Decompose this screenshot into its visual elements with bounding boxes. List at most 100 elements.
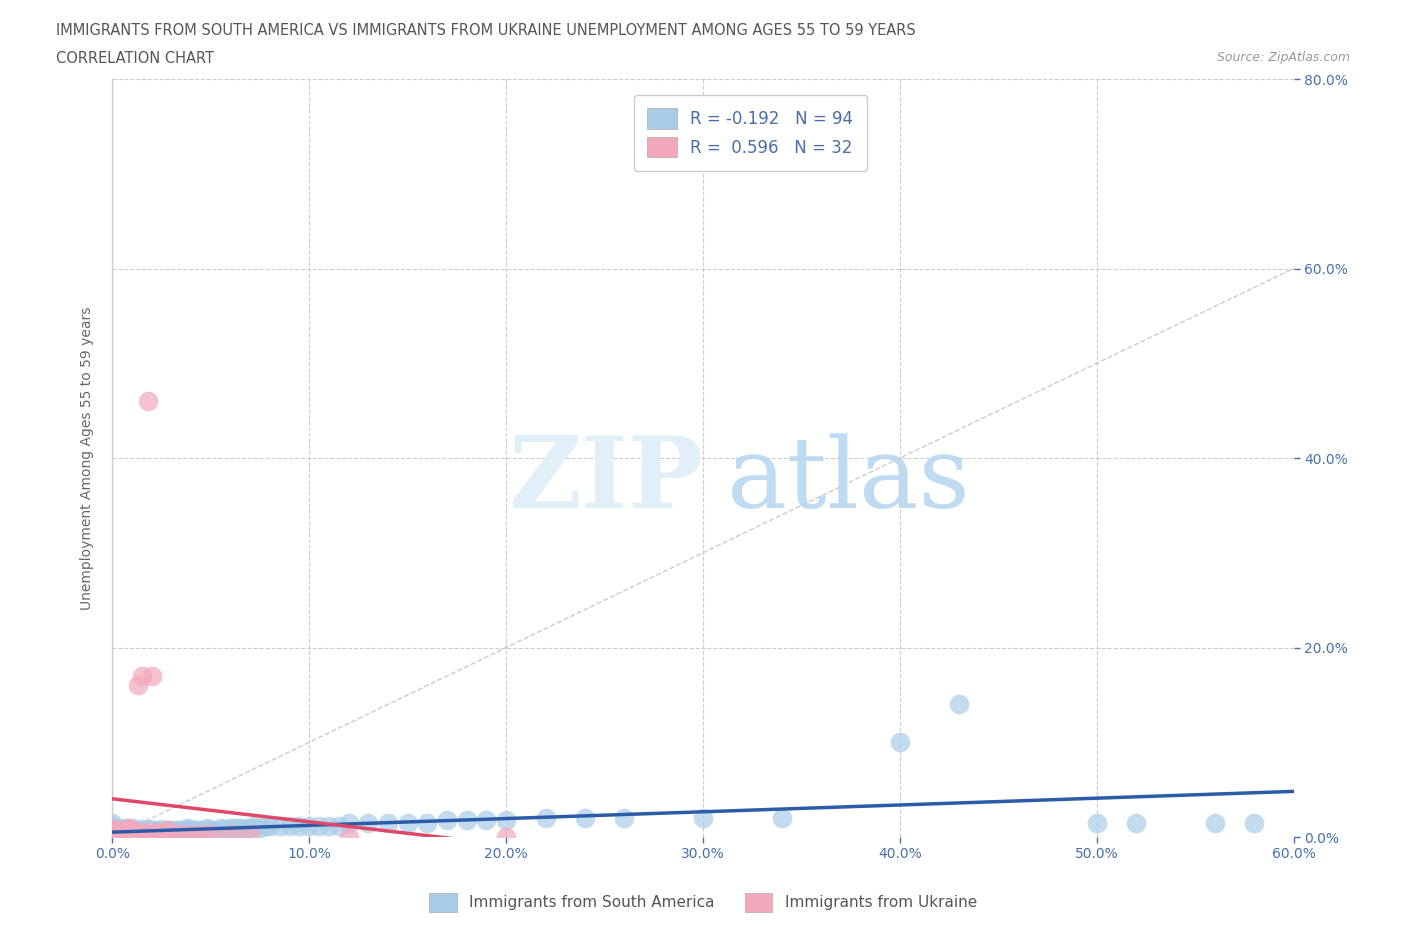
Point bbox=[200, 827, 222, 842]
Text: IMMIGRANTS FROM SOUTH AMERICA VS IMMIGRANTS FROM UKRAINE UNEMPLOYMENT AMONG AGES: IMMIGRANTS FROM SOUTH AMERICA VS IMMIGRA… bbox=[56, 23, 915, 38]
Point bbox=[1085, 816, 1108, 830]
Point bbox=[141, 827, 163, 842]
Point bbox=[141, 669, 163, 684]
Point bbox=[200, 823, 222, 838]
Point bbox=[288, 818, 311, 833]
Point bbox=[209, 820, 232, 835]
Point bbox=[141, 823, 163, 838]
Point bbox=[121, 827, 143, 842]
Point bbox=[170, 827, 193, 842]
Point bbox=[170, 827, 193, 842]
Point bbox=[136, 393, 159, 408]
Point bbox=[117, 830, 139, 844]
Point bbox=[889, 735, 911, 750]
Point bbox=[180, 827, 202, 842]
Text: CORRELATION CHART: CORRELATION CHART bbox=[56, 51, 214, 66]
Point bbox=[229, 820, 252, 835]
Text: ZIP: ZIP bbox=[508, 432, 703, 529]
Point bbox=[328, 818, 350, 833]
Point bbox=[195, 820, 218, 835]
Point bbox=[160, 823, 183, 838]
Point bbox=[115, 822, 138, 837]
Point bbox=[377, 816, 399, 830]
Point bbox=[101, 822, 124, 837]
Point bbox=[111, 825, 134, 840]
Point bbox=[174, 823, 197, 838]
Point bbox=[180, 825, 202, 840]
Point bbox=[101, 820, 124, 835]
Point bbox=[141, 827, 163, 842]
Point bbox=[249, 820, 271, 835]
Point bbox=[160, 827, 183, 842]
Point bbox=[121, 820, 143, 835]
Legend: Immigrants from South America, Immigrants from Ukraine: Immigrants from South America, Immigrant… bbox=[423, 887, 983, 918]
Point bbox=[194, 823, 217, 838]
Point bbox=[101, 820, 124, 835]
Point bbox=[131, 822, 153, 837]
Point bbox=[1243, 816, 1265, 830]
Point bbox=[101, 830, 124, 844]
Point bbox=[214, 822, 236, 837]
Point bbox=[101, 823, 124, 838]
Point bbox=[190, 823, 212, 838]
Point bbox=[235, 820, 257, 835]
Point bbox=[160, 827, 183, 842]
Point bbox=[111, 820, 134, 835]
Point bbox=[436, 813, 458, 828]
Point bbox=[156, 823, 179, 838]
Point bbox=[1125, 816, 1147, 830]
Legend: R = -0.192   N = 94, R =  0.596   N = 32: R = -0.192 N = 94, R = 0.596 N = 32 bbox=[634, 95, 866, 170]
Point bbox=[298, 818, 321, 833]
Point bbox=[115, 825, 138, 840]
Point bbox=[131, 825, 153, 840]
Point bbox=[125, 827, 148, 842]
Point bbox=[117, 820, 139, 835]
Point bbox=[145, 825, 167, 840]
Point bbox=[184, 825, 207, 840]
Point bbox=[132, 825, 155, 840]
Point bbox=[121, 827, 143, 842]
Point bbox=[156, 823, 179, 838]
Point bbox=[101, 830, 124, 844]
Point bbox=[396, 816, 419, 830]
Text: atlas: atlas bbox=[727, 432, 969, 528]
Point bbox=[770, 811, 793, 826]
Point bbox=[101, 816, 124, 830]
Point bbox=[121, 823, 143, 838]
Y-axis label: Unemployment Among Ages 55 to 59 years: Unemployment Among Ages 55 to 59 years bbox=[80, 306, 94, 610]
Point bbox=[111, 830, 134, 844]
Point bbox=[131, 827, 153, 842]
Text: Source: ZipAtlas.com: Source: ZipAtlas.com bbox=[1216, 51, 1350, 64]
Point bbox=[613, 811, 636, 826]
Point bbox=[111, 827, 134, 842]
Point bbox=[254, 818, 277, 833]
Point bbox=[495, 830, 517, 844]
Point bbox=[495, 813, 517, 828]
Point bbox=[101, 825, 124, 840]
Point bbox=[150, 825, 173, 840]
Point bbox=[337, 830, 360, 844]
Point bbox=[357, 816, 380, 830]
Point bbox=[111, 830, 134, 844]
Point bbox=[278, 818, 301, 833]
Point bbox=[101, 825, 124, 840]
Point bbox=[534, 811, 557, 826]
Point bbox=[150, 825, 173, 840]
Point bbox=[224, 820, 246, 835]
Point bbox=[259, 818, 281, 833]
Point bbox=[1204, 816, 1226, 830]
Point bbox=[145, 827, 167, 842]
Point bbox=[180, 822, 202, 837]
Point bbox=[125, 823, 148, 838]
Point bbox=[136, 825, 159, 840]
Point bbox=[170, 823, 193, 838]
Point bbox=[318, 818, 340, 833]
Point bbox=[135, 825, 157, 840]
Point bbox=[239, 820, 262, 835]
Point bbox=[121, 825, 143, 840]
Point bbox=[121, 830, 143, 844]
Point bbox=[165, 825, 187, 840]
Point bbox=[219, 827, 242, 842]
Point bbox=[131, 669, 153, 684]
Point bbox=[115, 827, 138, 842]
